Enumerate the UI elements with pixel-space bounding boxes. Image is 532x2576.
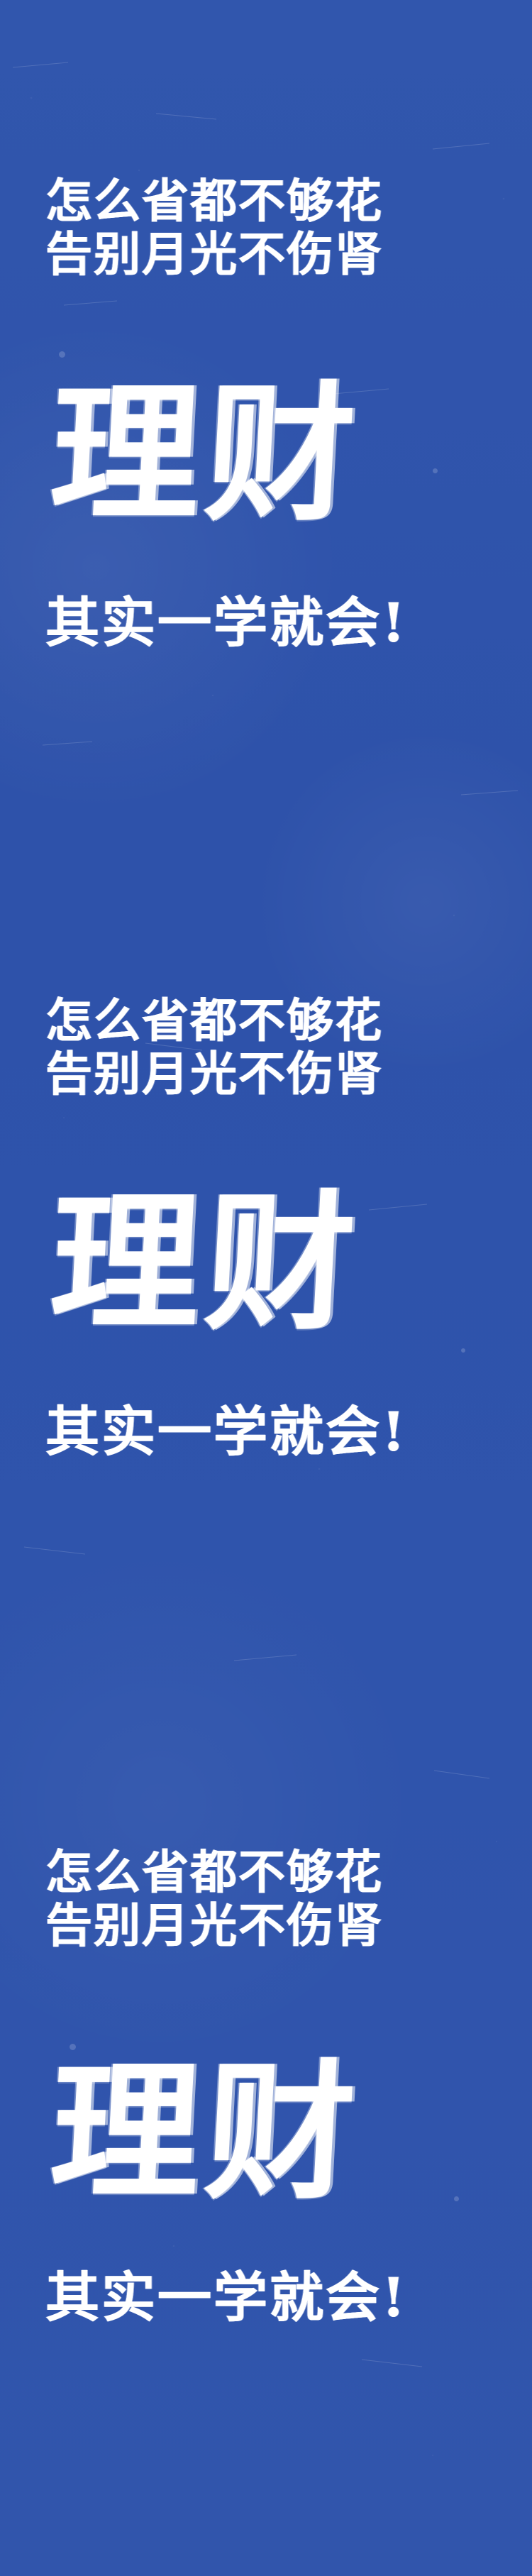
headline-title: 理财 bbox=[46, 366, 365, 541]
poster-block-2: 怎么省都不够花 告别月光不伤肾 理财 其实一学就会! bbox=[0, 947, 532, 1463]
subline: 其实一学就会! bbox=[45, 1400, 408, 1463]
subline: 其实一学就会! bbox=[45, 2266, 408, 2329]
paint-speck bbox=[59, 351, 65, 358]
paint-speck bbox=[70, 2044, 76, 2050]
headline-title: 理财 bbox=[46, 1175, 365, 1350]
paint-speck bbox=[454, 2196, 459, 2201]
tagline-line-1: 怎么省都不够花 bbox=[45, 1844, 383, 1900]
headline-title: 理财 bbox=[46, 2044, 365, 2220]
paint-speck bbox=[433, 468, 438, 473]
poster-block-1: 怎么省都不够花 告别月光不伤肾 理财 其实一学就会! bbox=[0, 128, 532, 650]
tagline-line-1: 怎么省都不够花 bbox=[45, 993, 383, 1048]
paint-speck bbox=[84, 1213, 89, 1219]
tagline-line-1: 怎么省都不够花 bbox=[45, 173, 383, 229]
subline: 其实一学就会! bbox=[45, 591, 408, 654]
poster-block-3: 怎么省都不够花 告别月光不伤肾 理财 其实一学就会! bbox=[0, 1799, 532, 2325]
tagline-line-2: 告别月光不伤肾 bbox=[45, 1898, 383, 1953]
tagline-line-2: 告别月光不伤肾 bbox=[45, 226, 383, 282]
paint-speck bbox=[461, 1348, 465, 1353]
tagline-line-2: 告别月光不伤肾 bbox=[45, 1046, 383, 1101]
